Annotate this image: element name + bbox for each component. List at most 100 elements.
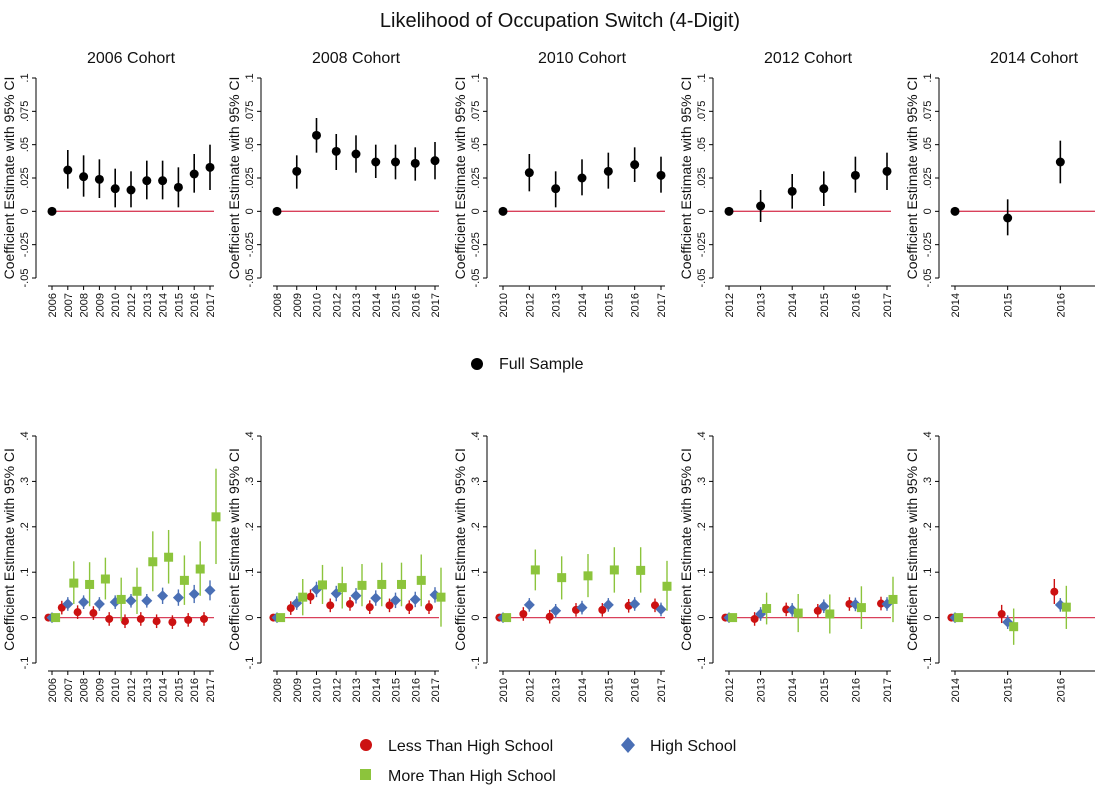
y-tick-label: .4 (696, 431, 708, 440)
point-full (126, 185, 136, 195)
x-tick-label: 2014 (371, 293, 383, 317)
point-high (655, 603, 667, 615)
x-tick-label: 2010 (312, 293, 324, 317)
x-tick-label: 2015 (1003, 293, 1015, 317)
y-tick-label: 0 (244, 208, 256, 214)
point-more (583, 571, 593, 581)
x-tick-label: 2017 (430, 678, 442, 702)
point-less (651, 601, 659, 610)
x-tick-label: 2017 (656, 678, 668, 702)
point-high (370, 592, 382, 604)
point-more (416, 575, 426, 585)
point-more (793, 608, 803, 618)
point-less (545, 612, 554, 621)
y-tick-label: .075 (19, 101, 31, 122)
x-tick-label: 2015 (603, 293, 615, 317)
x-tick-label: 2017 (430, 293, 442, 317)
y-axis-title: Coefficient Estimate with 95% CI (452, 448, 468, 651)
point-full (351, 149, 361, 159)
legend-more-label: More Than High School (388, 768, 556, 785)
x-tick-label: 2013 (756, 678, 768, 702)
x-tick-label: 2014 (950, 678, 962, 702)
point-less (286, 604, 295, 613)
y-tick-label: -.05 (696, 269, 708, 288)
point-more (357, 580, 367, 590)
point-more (662, 581, 672, 591)
point-more (276, 613, 286, 623)
point-less (782, 605, 791, 614)
x-tick-label: 2016 (630, 678, 642, 702)
y-tick-label: .3 (696, 477, 708, 486)
x-tick-label: 2008 (272, 293, 284, 317)
point-full (551, 184, 561, 194)
point-more (609, 565, 619, 575)
point-full (410, 158, 420, 168)
point-full (630, 160, 640, 170)
y-tick-label: .3 (470, 477, 482, 486)
legend-full-marker (471, 358, 483, 370)
y-tick-label: .025 (19, 167, 31, 188)
y-tick-label: .2 (922, 522, 934, 531)
point-high (188, 588, 200, 600)
point-less (519, 609, 528, 618)
point-full (391, 157, 400, 167)
point-less (89, 609, 98, 618)
y-tick-label: .1 (470, 73, 482, 82)
point-full (787, 186, 797, 196)
point-high (78, 596, 90, 608)
y-tick-label: .1 (470, 568, 482, 577)
y-tick-label: -.1 (244, 657, 256, 670)
point-more (179, 575, 189, 585)
x-tick-label: 2012 (724, 678, 736, 702)
point-high (409, 593, 421, 605)
point-less (346, 599, 354, 608)
point-less (105, 614, 114, 623)
point-less (1050, 587, 1059, 596)
point-less (57, 603, 66, 612)
x-tick-label: 2015 (603, 678, 615, 702)
y-tick-label: -.1 (696, 657, 708, 670)
panels: 2006 Cohort-.05-.0250.025.05.075.1Coeffi… (1, 50, 1095, 702)
point-more (69, 578, 79, 588)
point-full (603, 166, 613, 176)
point-full (1055, 157, 1065, 167)
x-tick-label: 2016 (410, 678, 422, 702)
point-less (326, 601, 335, 610)
y-tick-label: 0 (19, 208, 31, 214)
y-tick-label: .1 (244, 568, 256, 577)
y-tick-label: .3 (922, 477, 934, 486)
point-full (882, 166, 892, 176)
point-more (164, 552, 174, 562)
x-tick-label: 2013 (756, 293, 768, 317)
x-tick-label: 2014 (950, 293, 962, 317)
x-tick-label: 2014 (158, 293, 170, 317)
point-full (205, 162, 215, 172)
y-tick-label: .025 (244, 167, 256, 188)
point-full (524, 168, 534, 178)
y-tick-label: .05 (696, 137, 708, 152)
point-full (850, 170, 860, 180)
y-tick-label: .4 (19, 431, 31, 440)
point-full (312, 130, 321, 140)
point-full (756, 201, 766, 211)
x-tick-label: 2014 (577, 678, 589, 702)
y-tick-label: .025 (696, 167, 708, 188)
point-less (845, 599, 854, 608)
x-tick-label: 2016 (410, 293, 422, 317)
legend-top: Full Sample (471, 356, 584, 373)
x-tick-label: 2010 (110, 293, 122, 317)
point-more (100, 574, 110, 584)
point-less (598, 605, 607, 614)
x-tick-label: 2008 (79, 293, 91, 317)
y-tick-label: 0 (922, 615, 934, 621)
point-more (195, 564, 205, 574)
x-tick-label: 2008 (79, 678, 91, 702)
x-tick-label: 2006 (47, 293, 59, 317)
y-tick-label: -.05 (922, 269, 934, 288)
y-tick-label: -.1 (922, 657, 934, 670)
point-high (390, 594, 401, 606)
y-tick-label: -.05 (19, 269, 31, 288)
x-tick-label: 2012 (126, 293, 138, 317)
point-full (577, 173, 587, 183)
y-axis-title: Coefficient Estimate with 95% CI (452, 77, 468, 280)
